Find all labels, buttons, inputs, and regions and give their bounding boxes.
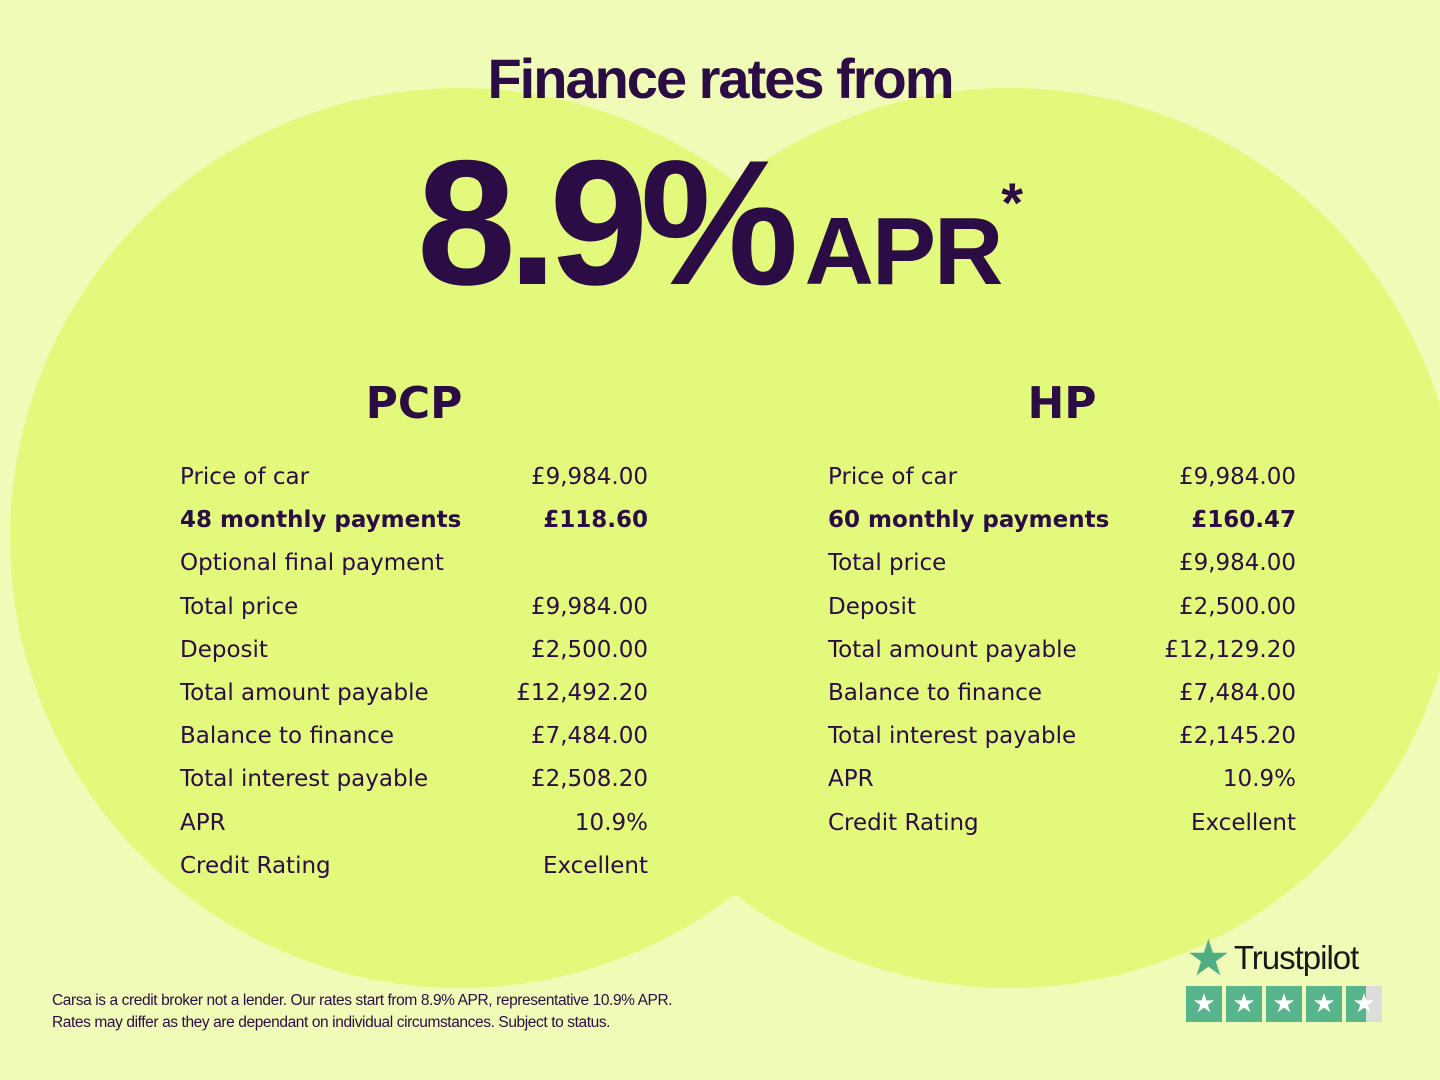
trustpilot-name: Trustpilot xyxy=(1233,939,1359,976)
background-circle-right xyxy=(560,88,1440,988)
hp-table: HP Price of car £9,984.00 60 monthly payme… xyxy=(828,378,1296,845)
table-row: Credit Rating Excellent xyxy=(828,802,1296,845)
pcp-table: PCP Price of car £9,984.00 48 monthly paym… xyxy=(180,378,648,888)
row-label: Credit Rating xyxy=(180,852,331,879)
row-label: Deposit xyxy=(828,593,916,620)
row-value: Excellent xyxy=(542,852,648,879)
row-value: £12,492.20 xyxy=(516,679,648,706)
rating-star-icon: ★ xyxy=(1186,986,1222,1022)
pcp-title: PCP xyxy=(365,378,463,429)
table-row: APR 10.9% xyxy=(180,802,648,845)
row-value: £118.60 xyxy=(543,507,648,534)
table-row: Price of car £9,984.00 xyxy=(828,456,1296,499)
rate-display: 8.9% APR* xyxy=(0,120,1440,325)
row-label: Balance to finance xyxy=(180,723,394,750)
asterisk: * xyxy=(1001,171,1024,234)
row-label: Total price xyxy=(180,593,299,620)
disclaimer: Carsa is a credit broker not a lender. O… xyxy=(52,990,673,1034)
row-value: £2,145.20 xyxy=(1178,723,1296,750)
row-label: Optional final payment xyxy=(180,550,444,577)
row-value: £160.47 xyxy=(1191,507,1296,534)
row-value: £9,984.00 xyxy=(1178,464,1296,490)
table-row: Total price £9,984.00 xyxy=(828,542,1296,585)
row-label: Deposit xyxy=(180,636,268,663)
row-label: Total price xyxy=(828,550,947,577)
table-row: Deposit £2,500.00 xyxy=(828,586,1296,629)
row-label: APR xyxy=(180,809,226,836)
table-row: Total amount payable £12,129.20 xyxy=(828,629,1296,672)
disclaimer-line-2: Rates may differ as they are dependant o… xyxy=(52,1014,611,1031)
table-row: Credit Rating Excellent xyxy=(180,845,648,888)
rating-star-icon: ★ xyxy=(1346,986,1382,1022)
table-row: Balance to finance £7,484.00 xyxy=(828,672,1296,715)
row-label: Total interest payable xyxy=(180,766,429,793)
trustpilot-badge: ★ Trustpilot ★ ★ ★ ★ ★ xyxy=(1186,930,1382,1022)
table-row: Total amount payable £12,492.20 xyxy=(180,672,648,715)
row-value: £7,484.00 xyxy=(530,723,648,750)
row-label: Total amount payable xyxy=(828,636,1077,663)
row-label: APR xyxy=(828,766,874,793)
row-value: £7,484.00 xyxy=(1178,679,1296,706)
rating-star-icon: ★ xyxy=(1226,986,1262,1022)
hp-title: HP xyxy=(1027,378,1097,429)
row-label: Balance to finance xyxy=(828,679,1042,706)
table-row: 48 monthly payments £118.60 xyxy=(180,499,648,542)
row-label: Total interest payable xyxy=(828,723,1077,750)
row-value: 10.9% xyxy=(574,809,648,836)
rating-star-icon: ★ xyxy=(1266,986,1302,1022)
row-label: Price of car xyxy=(828,464,958,490)
table-row: Total interest payable £2,145.20 xyxy=(828,715,1296,758)
table-row: APR 10.9% xyxy=(828,758,1296,801)
rate-value: 8.9% xyxy=(416,123,799,322)
table-row: Balance to finance £7,484.00 xyxy=(180,715,648,758)
row-label: Price of car xyxy=(180,464,310,490)
table-row: Total price £9,984.00 xyxy=(180,586,648,629)
row-label: 60 monthly payments xyxy=(828,507,1110,534)
table-row: Optional final payment xyxy=(180,542,648,585)
row-value: £2,500.00 xyxy=(1178,593,1296,620)
row-value: Excellent xyxy=(1190,809,1296,836)
trustpilot-star-icon: ★ xyxy=(1186,930,1231,986)
rate-suffix: APR xyxy=(804,198,1004,305)
disclaimer-line-1: Carsa is a credit broker not a lender. O… xyxy=(52,992,673,1009)
trustpilot-rating: ★ ★ ★ ★ ★ xyxy=(1186,986,1382,1022)
headline: Finance rates from xyxy=(487,47,954,110)
rating-star-icon: ★ xyxy=(1306,986,1342,1022)
row-value: £2,500.00 xyxy=(530,636,648,663)
row-value: £2,508.20 xyxy=(530,766,648,793)
table-row: Total interest payable £2,508.20 xyxy=(180,758,648,801)
table-row: 60 monthly payments £160.47 xyxy=(828,499,1296,542)
row-value: 10.9% xyxy=(1222,766,1296,793)
row-value: £9,984.00 xyxy=(530,464,648,490)
row-value: £9,984.00 xyxy=(530,593,648,620)
row-value: £9,984.00 xyxy=(1178,550,1296,577)
row-value: £12,129.20 xyxy=(1164,636,1296,663)
table-row: Deposit £2,500.00 xyxy=(180,629,648,672)
row-label: Total amount payable xyxy=(180,679,429,706)
table-row: Price of car £9,984.00 xyxy=(180,456,648,499)
row-label: 48 monthly payments xyxy=(180,507,462,534)
row-label: Credit Rating xyxy=(828,809,979,836)
